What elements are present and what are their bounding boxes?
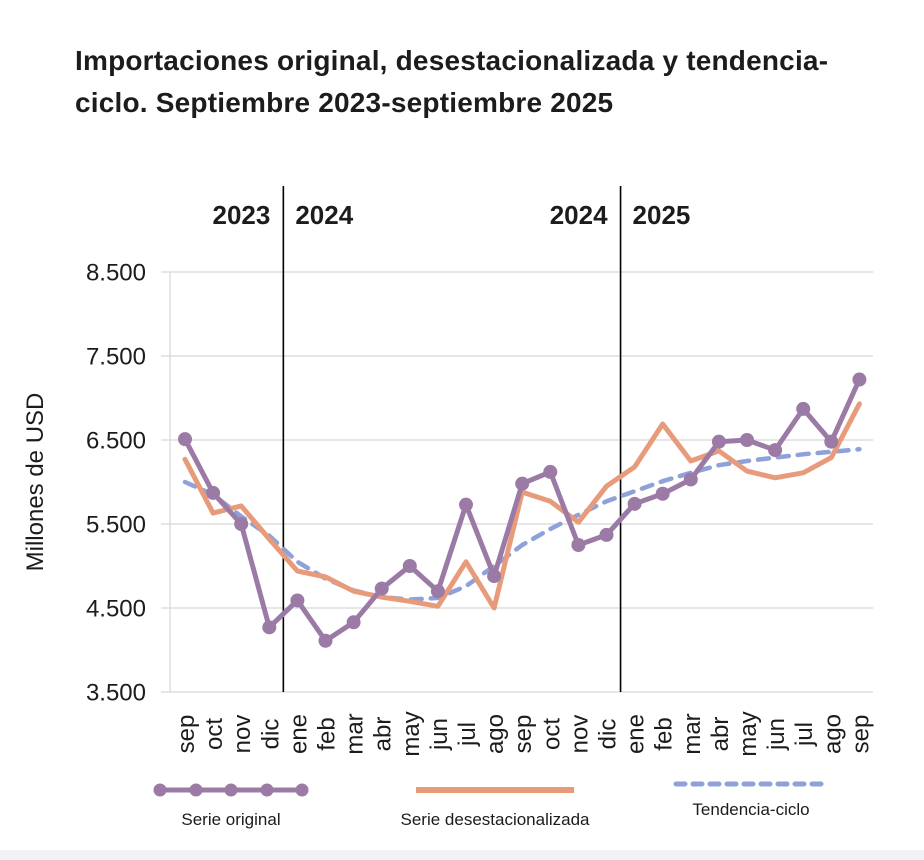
- y-tick-label: 6.500: [86, 428, 146, 455]
- x-tick-label: ago: [819, 714, 846, 754]
- data-point-marker: [655, 486, 670, 501]
- data-point-marker: [711, 434, 726, 449]
- chart-legend: Serie original Serie desestacionalizada …: [0, 781, 924, 846]
- data-point-marker: [430, 584, 445, 599]
- data-point-marker: [262, 620, 277, 635]
- x-tick-label: jul: [791, 722, 818, 747]
- x-tick-label: sep: [847, 715, 874, 754]
- chart-title: Importaciones original, desestacionaliza…: [75, 40, 880, 124]
- x-tick-label: nov: [229, 715, 256, 754]
- legend-swatch-serie-original-icon: [153, 783, 309, 797]
- x-tick-label: oct: [201, 718, 228, 750]
- x-tick-label: sep: [510, 715, 537, 754]
- data-point-marker: [627, 496, 642, 511]
- year-label-left: 2024: [550, 200, 608, 230]
- data-point-marker: [768, 443, 783, 458]
- x-tick-label: abr: [707, 717, 734, 752]
- legend-label-serie-original: Serie original: [181, 810, 281, 829]
- year-label-right: 2025: [633, 200, 691, 230]
- x-tick-label: ago: [482, 714, 509, 754]
- data-point-marker: [599, 527, 614, 542]
- series-line-tendencia-ciclo: [182, 446, 862, 602]
- x-tick-label: oct: [538, 718, 565, 750]
- x-tick-label: sep: [173, 715, 200, 754]
- legend-label-serie-desestacionalizada: Serie desestacionalizada: [400, 810, 590, 829]
- y-tick-label: 7.500: [86, 344, 146, 371]
- data-point-marker: [318, 633, 333, 648]
- x-tick-label: mar: [679, 713, 706, 754]
- x-tick-label: jun: [763, 718, 790, 751]
- x-tick-label: mar: [342, 713, 369, 754]
- data-point-marker: [374, 581, 389, 596]
- y-axis-title: Millones de USD: [22, 393, 49, 572]
- x-tick-label: jun: [426, 718, 453, 751]
- data-point-marker: [178, 432, 192, 447]
- data-point-marker: [459, 497, 473, 512]
- data-point-marker: [234, 517, 249, 531]
- chart-title-line-1: Importaciones original, desestacionaliza…: [75, 45, 829, 76]
- x-tick-label: may: [398, 711, 425, 756]
- x-tick-label: ene: [285, 714, 312, 754]
- chart-title-line-2: ciclo. Septiembre 2023-septiembre 2025: [75, 87, 614, 118]
- data-point-marker: [796, 401, 811, 416]
- series-line-serie-desestacionalizada: [182, 401, 862, 611]
- x-tick-label: nov: [566, 715, 593, 754]
- y-tick-label: 8.500: [86, 260, 146, 287]
- data-point-marker: [683, 472, 698, 487]
- data-point-marker: [346, 615, 361, 630]
- footer-accent-bar: [0, 850, 924, 860]
- x-tick-label: feb: [314, 717, 341, 750]
- data-point-marker: [824, 434, 839, 449]
- data-point-marker: [487, 569, 502, 584]
- x-tick-label: ene: [623, 714, 650, 754]
- data-point-marker: [571, 538, 586, 552]
- data-point-marker: [543, 464, 558, 479]
- y-tick-label: 4.500: [86, 596, 146, 623]
- data-point-marker: [515, 476, 530, 491]
- x-tick-label: feb: [651, 717, 678, 750]
- data-point-marker: [740, 433, 754, 447]
- y-tick-label: 5.500: [86, 512, 146, 539]
- data-point-marker: [852, 372, 867, 387]
- legend-item-serie-desestacionalizada: Serie desestacionalizada: [401, 782, 590, 830]
- x-tick-label: dic: [595, 719, 622, 750]
- data-point-marker: [290, 593, 305, 608]
- year-label-left: 2023: [213, 200, 271, 230]
- x-tick-label: abr: [370, 717, 397, 752]
- x-tick-label: jul: [454, 722, 481, 747]
- data-point-marker: [206, 485, 221, 500]
- legend-item-serie-original: Serie original: [148, 782, 314, 830]
- legend-item-tendencia-ciclo: Tendencia-ciclo: [668, 776, 834, 820]
- legend-swatch-serie-desestacionalizada-icon: [416, 787, 574, 793]
- data-point-marker: [402, 559, 417, 573]
- x-tick-label: may: [735, 711, 762, 756]
- y-tick-label: 3.500: [86, 680, 146, 707]
- year-label-right: 2024: [295, 200, 353, 230]
- x-tick-label: dic: [257, 719, 284, 750]
- legend-swatch-tendencia-ciclo-icon: [673, 781, 829, 787]
- series-line-serie-original: [182, 377, 862, 644]
- legend-label-tendencia-ciclo: Tendencia-ciclo: [692, 800, 810, 819]
